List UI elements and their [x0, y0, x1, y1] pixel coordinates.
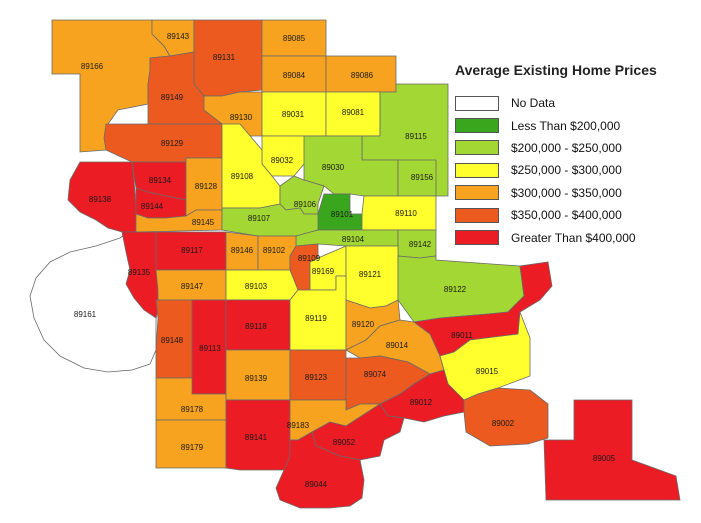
legend-label: $350,000 - $400,000 — [511, 208, 622, 223]
zip-label-89178: 89178 — [181, 405, 204, 414]
zip-label-89101: 89101 — [331, 210, 354, 219]
legend-label: $250,000 - $300,000 — [511, 163, 622, 178]
zip-label-89103: 89103 — [245, 282, 268, 291]
zip-label-89141: 89141 — [245, 433, 268, 442]
zip-label-89138: 89138 — [89, 195, 112, 204]
legend-item: $300,000 - $350,000 — [455, 182, 695, 204]
zip-label-89074: 89074 — [364, 370, 387, 379]
zip-label-89110: 89110 — [395, 209, 417, 218]
zip-label-89052: 89052 — [333, 438, 356, 447]
zip-label-89147: 89147 — [181, 282, 204, 291]
zip-area-89002[interactable] — [463, 387, 549, 447]
zip-label-89161: 89161 — [74, 310, 97, 319]
zip-label-89117: 89117 — [181, 246, 203, 255]
zip-label-89135: 89135 — [128, 268, 151, 277]
legend-swatch — [455, 140, 499, 156]
zip-label-89131: 89131 — [213, 53, 236, 62]
legend-item: Less Than $200,000 — [455, 114, 695, 136]
zip-area-89141[interactable] — [225, 399, 291, 471]
zip-label-89139: 89139 — [245, 374, 268, 383]
legend-label: $200,000 - $250,000 — [511, 140, 622, 155]
zip-label-89146: 89146 — [231, 246, 254, 255]
legend-item: $250,000 - $300,000 — [455, 159, 695, 181]
zip-label-89031: 89031 — [282, 110, 305, 119]
zip-label-89166: 89166 — [81, 62, 104, 71]
zip-label-89044: 89044 — [305, 480, 328, 489]
zip-label-89134: 89134 — [149, 176, 172, 185]
zip-label-89102: 89102 — [263, 246, 286, 255]
zip-area-89138[interactable] — [67, 161, 137, 233]
zip-label-89002: 89002 — [492, 419, 515, 428]
zip-area-89030[interactable] — [303, 135, 399, 197]
legend-label: Less Than $200,000 — [511, 118, 621, 133]
zip-label-89120: 89120 — [352, 320, 375, 329]
zip-label-89149: 89149 — [161, 93, 184, 102]
zip-label-89143: 89143 — [167, 32, 190, 41]
legend-swatch — [455, 185, 499, 201]
legend-item: Greater Than $400,000 — [455, 226, 695, 248]
zip-label-89179: 89179 — [181, 443, 204, 452]
zip-label-89081: 89081 — [342, 108, 365, 117]
zip-label-89032: 89032 — [271, 156, 294, 165]
zip-label-89104: 89104 — [342, 235, 365, 244]
zip-label-89115: 89115 — [405, 132, 427, 141]
zip-label-89148: 89148 — [161, 336, 184, 345]
legend-items: No Data Less Than $200,000 $200,000 - $250… — [455, 92, 695, 249]
zip-label-89086: 89086 — [351, 71, 374, 80]
zip-label-89145: 89145 — [192, 218, 215, 227]
zip-label-89108: 89108 — [231, 172, 254, 181]
legend-swatch — [455, 162, 499, 178]
zip-label-89183: 89183 — [287, 421, 310, 430]
zip-label-89014: 89014 — [386, 341, 409, 350]
zip-label-89109: 89109 — [298, 254, 321, 263]
legend-item: $200,000 - $250,000 — [455, 137, 695, 159]
zip-label-89142: 89142 — [409, 240, 432, 249]
map-legend: Average Existing Home Prices No Data Less… — [455, 62, 695, 249]
legend-swatch — [455, 95, 499, 111]
zip-area-89145[interactable] — [135, 209, 223, 233]
zip-code-labels: 89166 89143 89131 89085 89084 89086 89149 89130… — [74, 32, 616, 489]
zip-label-89030: 89030 — [322, 163, 345, 172]
legend-label: $300,000 - $350,000 — [511, 185, 622, 200]
zip-label-89084: 89084 — [283, 71, 306, 80]
legend-label: No Data — [511, 96, 556, 111]
zip-label-89012: 89012 — [410, 398, 433, 407]
zip-label-89123: 89123 — [305, 373, 328, 382]
zip-label-89107: 89107 — [248, 214, 271, 223]
zip-label-89106: 89106 — [294, 200, 317, 209]
zip-label-89169: 89169 — [312, 267, 335, 276]
legend-swatch — [455, 207, 499, 223]
zip-label-89121: 89121 — [359, 270, 382, 279]
legend-swatch — [455, 118, 499, 134]
zip-label-89015: 89015 — [476, 367, 499, 376]
zip-label-89085: 89085 — [283, 34, 306, 43]
zip-label-89130: 89130 — [230, 113, 253, 122]
zip-label-89129: 89129 — [161, 139, 184, 148]
zip-label-89011: 89011 — [451, 331, 473, 340]
zip-label-89144: 89144 — [141, 202, 164, 211]
legend-item: No Data — [455, 92, 695, 114]
legend-swatch — [455, 230, 499, 246]
zip-label-89156: 89156 — [411, 173, 434, 182]
zip-label-89118: 89118 — [245, 322, 267, 331]
legend-item: $350,000 - $400,000 — [455, 204, 695, 226]
legend-label: Greater Than $400,000 — [511, 230, 636, 245]
zip-area-89005[interactable] — [543, 399, 681, 501]
zip-label-89005: 89005 — [593, 454, 616, 463]
zip-label-89128: 89128 — [195, 182, 218, 191]
zip-label-89113: 89113 — [199, 344, 221, 353]
zip-area-89044[interactable] — [275, 431, 365, 509]
zip-label-89119: 89119 — [305, 314, 327, 323]
map-title: Average Existing Home Prices — [455, 62, 657, 78]
zip-label-89122: 89122 — [444, 285, 467, 294]
